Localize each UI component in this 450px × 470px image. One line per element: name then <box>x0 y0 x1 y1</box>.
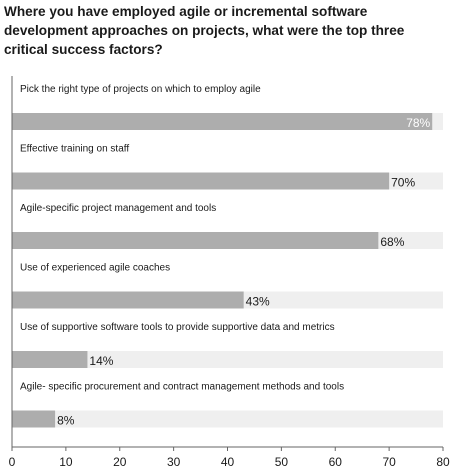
x-tick-label: 60 <box>329 455 343 469</box>
bar-track <box>12 410 443 428</box>
category-label: Use of experienced agile coaches <box>20 263 170 274</box>
bar <box>12 232 379 249</box>
bar <box>12 410 56 428</box>
bar-track <box>12 351 443 368</box>
category-label: Effective training on staff <box>20 144 129 155</box>
x-tick-label: 30 <box>167 455 181 469</box>
category-label: Pick the right type of projects on which… <box>20 84 261 95</box>
x-tick-label: 0 <box>9 455 16 469</box>
bar <box>12 113 433 130</box>
bar <box>12 291 244 309</box>
x-tick-label: 40 <box>221 455 235 469</box>
x-tick-label: 20 <box>113 455 127 469</box>
data-label: 14% <box>89 354 113 368</box>
chart-title: Where you have employed agile or increme… <box>4 4 405 57</box>
category-label: Agile- specific procurement and contract… <box>20 382 344 393</box>
category-label: Use of supportive software tools to prov… <box>20 322 335 333</box>
x-tick-label: 10 <box>59 455 73 469</box>
data-label: 68% <box>380 235 404 249</box>
x-tick-label: 80 <box>436 455 450 469</box>
data-label: 70% <box>391 176 415 190</box>
x-tick-label: 70 <box>382 455 396 469</box>
data-label: 78% <box>406 116 430 130</box>
bar <box>12 351 88 368</box>
data-label: 8% <box>57 414 75 428</box>
data-label: 43% <box>246 295 270 309</box>
bar <box>12 172 390 190</box>
x-tick-label: 50 <box>275 455 289 469</box>
category-label: Agile-specific project management and to… <box>20 203 216 214</box>
